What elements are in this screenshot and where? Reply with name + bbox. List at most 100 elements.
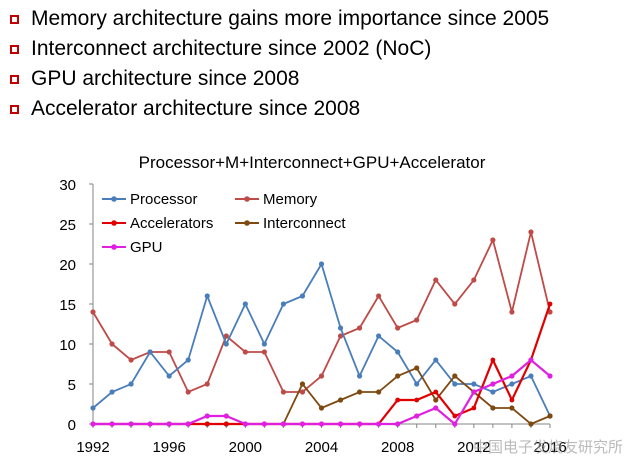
- legend-label-interconnect: Interconnect: [263, 215, 346, 232]
- data-point-processor: [166, 373, 172, 379]
- data-point-gpu: [242, 421, 248, 427]
- bullet-list: Memory architecture gains more importanc…: [10, 4, 630, 124]
- data-point-gpu: [280, 421, 287, 427]
- chart-title: Processor+M+Interconnect+GPU+Accelerator: [139, 153, 486, 172]
- legend-marker-memory: [244, 196, 250, 202]
- data-point-interconnect: [509, 405, 515, 411]
- y-tick-label: 10: [59, 337, 76, 354]
- data-point-processor: [528, 373, 534, 379]
- bullet-item: Accelerator architecture since 2008: [10, 94, 630, 124]
- data-point-memory: [395, 325, 401, 331]
- data-point-memory: [261, 349, 267, 355]
- data-point-interconnect: [547, 413, 553, 419]
- legend-marker-interconnect: [244, 220, 250, 226]
- data-point-interconnect: [490, 405, 496, 411]
- data-point-processor: [128, 381, 134, 387]
- data-point-processor: [452, 381, 458, 387]
- bullet-marker-icon: [10, 14, 19, 24]
- data-point-gpu: [395, 421, 401, 427]
- series-line-processor: [92, 261, 551, 417]
- y-tick-label: 15: [59, 297, 76, 314]
- data-point-processor: [185, 357, 191, 363]
- data-point-accelerators: [547, 301, 553, 307]
- legend-label-gpu: GPU: [130, 239, 163, 256]
- data-point-gpu: [318, 421, 325, 427]
- data-point-processor: [356, 373, 363, 379]
- data-point-processor: [204, 293, 210, 299]
- x-tick-label: 2008: [381, 439, 414, 456]
- legend-label-processor: Processor: [130, 191, 198, 208]
- data-point-memory: [528, 229, 534, 235]
- data-point-processor: [147, 349, 153, 355]
- data-point-interconnect: [395, 373, 401, 379]
- data-point-gpu: [204, 413, 210, 419]
- x-tick-label: 1992: [76, 439, 109, 456]
- series-gpu: [90, 357, 553, 427]
- data-point-memory: [109, 341, 115, 347]
- data-point-gpu: [337, 421, 344, 427]
- data-point-memory: [414, 317, 420, 323]
- data-point-accelerators: [452, 413, 458, 419]
- data-point-memory: [433, 277, 439, 283]
- legend-marker-accelerators: [111, 220, 117, 226]
- data-point-gpu: [509, 373, 515, 379]
- data-point-memory: [280, 389, 287, 395]
- data-point-gpu: [299, 421, 306, 427]
- series-processor: [90, 261, 553, 419]
- data-point-gpu: [414, 413, 420, 419]
- data-point-gpu: [261, 421, 267, 427]
- data-point-memory: [337, 333, 344, 339]
- data-point-processor: [90, 405, 96, 411]
- data-point-gpu: [166, 421, 172, 427]
- data-point-accelerators: [433, 389, 439, 395]
- data-point-gpu: [223, 413, 229, 419]
- data-point-memory: [166, 349, 172, 355]
- data-point-gpu: [147, 421, 153, 427]
- data-point-processor: [471, 381, 477, 387]
- data-point-processor: [395, 349, 401, 355]
- legend-marker-gpu: [111, 244, 117, 250]
- data-point-interconnect: [528, 421, 534, 427]
- x-tick-label: 2000: [229, 439, 262, 456]
- data-point-processor: [223, 341, 229, 347]
- bullet-text: GPU architecture since 2008: [31, 67, 300, 90]
- data-point-gpu: [185, 421, 191, 427]
- data-point-memory: [185, 389, 191, 395]
- x-tick-label: 2012: [457, 439, 490, 456]
- bullet-marker-icon: [10, 104, 19, 114]
- data-point-processor: [109, 389, 115, 395]
- data-point-gpu: [471, 389, 477, 395]
- x-tick-label: 2004: [305, 439, 338, 456]
- series-line-memory: [92, 231, 551, 394]
- data-point-gpu: [376, 421, 382, 427]
- data-point-processor: [318, 261, 325, 267]
- data-point-processor: [414, 381, 420, 387]
- legend-item-processor: Processor: [102, 191, 198, 208]
- chart-series: [90, 229, 553, 427]
- bullet-marker-icon: [10, 74, 19, 84]
- data-point-interconnect: [356, 389, 363, 395]
- data-point-memory: [299, 389, 306, 395]
- data-point-accelerators: [509, 397, 515, 403]
- data-point-interconnect: [376, 389, 382, 395]
- legend-label-memory: Memory: [263, 191, 318, 208]
- legend-label-accelerators: Accelerators: [130, 215, 213, 232]
- chart-legend: Processor Memory Accelerators Interconnect G…: [102, 191, 346, 256]
- data-point-processor: [509, 381, 515, 387]
- data-point-memory: [318, 373, 325, 379]
- legend-item-interconnect: Interconnect: [235, 215, 346, 232]
- data-point-gpu: [547, 373, 553, 379]
- data-point-gpu: [528, 357, 534, 363]
- data-point-gpu: [109, 421, 115, 427]
- series-memory: [90, 229, 553, 395]
- line-chart: Processor+M+Interconnect+GPU+Accelerator…: [59, 153, 566, 456]
- data-point-memory: [204, 381, 210, 387]
- series-line-gpu: [93, 358, 551, 426]
- data-point-gpu: [128, 421, 134, 427]
- data-point-processor: [280, 301, 287, 307]
- data-point-processor: [337, 325, 344, 331]
- data-point-memory: [356, 325, 363, 331]
- data-point-memory: [452, 301, 458, 307]
- data-point-interconnect: [452, 373, 458, 379]
- data-point-interconnect: [318, 405, 325, 411]
